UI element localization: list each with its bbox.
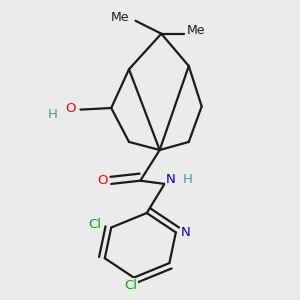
Text: N: N — [181, 226, 190, 239]
Text: Cl: Cl — [124, 279, 137, 292]
Text: O: O — [65, 101, 76, 115]
Text: N: N — [166, 172, 176, 186]
Text: Me: Me — [187, 24, 206, 37]
Text: O: O — [98, 174, 108, 187]
Text: Cl: Cl — [88, 218, 101, 231]
Text: H: H — [48, 108, 58, 121]
Text: H: H — [182, 172, 192, 186]
Text: Me: Me — [110, 11, 129, 24]
